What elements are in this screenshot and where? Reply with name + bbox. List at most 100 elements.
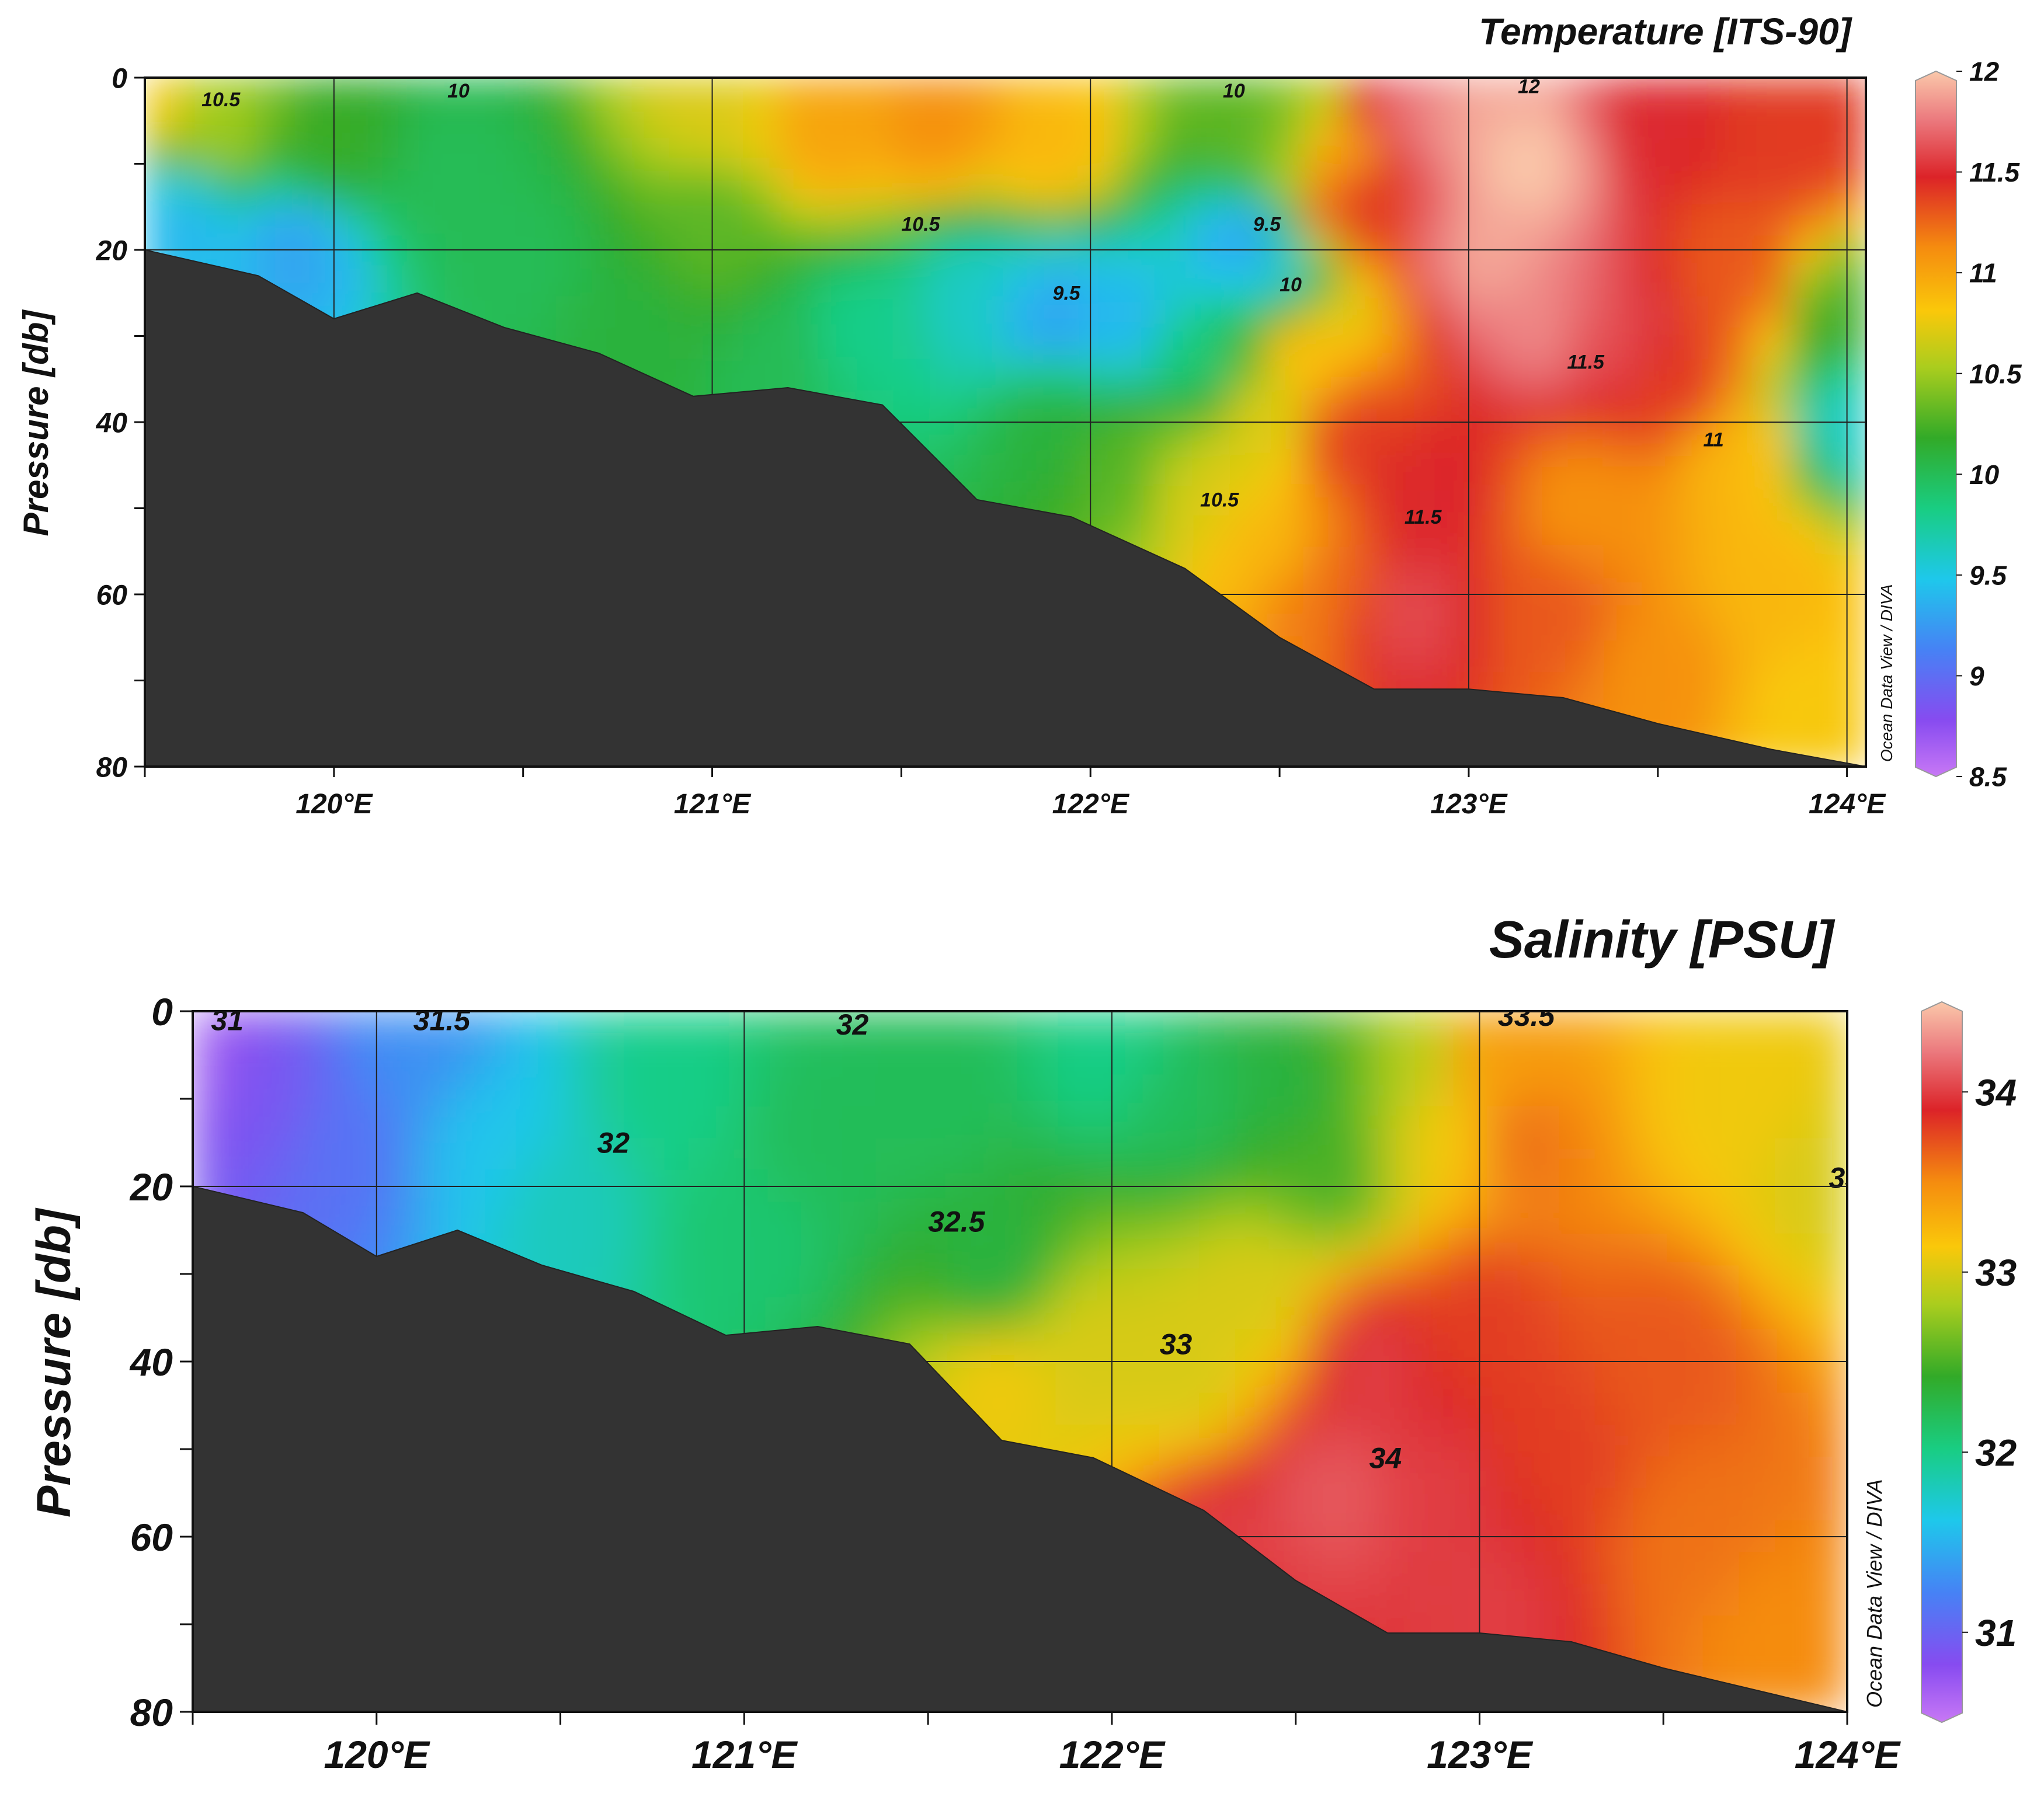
salinity-field-cell [767,1042,805,1076]
salinity-field-cell [983,1138,1021,1171]
temperature-field-cell [1753,703,1792,736]
salinity-field-cell [1810,1361,1847,1394]
temperature-field-cell [1715,672,1754,705]
temperature-field-cell [892,78,931,110]
salinity-y-ticks: 0 20 40 60 80 [129,990,193,1734]
temperature-field-cell [1454,390,1493,423]
salinity-field-cell [1739,1488,1776,1522]
salinity-field-cell [1343,1074,1381,1108]
salinity-field-cell [1271,1233,1309,1267]
salinity-field-cell [1631,1106,1668,1140]
temperature-x-tick-label: 121°E [674,789,752,820]
temperature-field-cell [1491,390,1530,423]
salinity-field-cell [1127,1233,1164,1267]
salinity-field-cell [1127,1329,1164,1362]
temperature-field-cell [1528,296,1567,329]
temperature-field-cell [630,78,669,110]
salinity-field-cell [1199,1138,1237,1171]
salinity-field-cell [1487,1488,1524,1522]
salinity-field-cell [1307,1233,1344,1267]
salinity-field-cell [516,1074,553,1108]
salinity-field-cell [1271,1361,1309,1394]
salinity-field-cell [479,1202,517,1235]
salinity-field-cell [1414,1488,1452,1522]
temperature-field-cell [1229,140,1268,172]
temperature-field-cell [555,78,595,110]
salinity-field-cell [1487,1392,1524,1426]
temperature-field-cell [1079,296,1118,329]
salinity-field-cell [1559,1297,1596,1331]
temperature-field-cell [1341,264,1381,298]
temperature-field-cell [1566,264,1605,298]
temperature-field-cell [1304,264,1343,298]
temperature-field-cell [1640,108,1680,141]
salinity-x-tick-label: 124°E [1795,1733,1902,1776]
temperature-field-cell [1117,108,1156,141]
salinity-field-cell [1271,1042,1309,1076]
salinity-field-cell [1774,1011,1812,1044]
temperature-field-cell [1042,422,1081,454]
temperature-field-cell [1304,390,1343,423]
temperature-field-cell [892,328,931,360]
salinity-field-cell [983,1392,1021,1426]
salinity-field-cell [1702,1042,1740,1076]
salinity-field-cell [1019,1233,1057,1267]
salinity-field-cell [228,1074,266,1108]
salinity-field-cell [1702,1138,1740,1171]
temperature-field-cell [1753,452,1792,486]
salinity-field-cell [1163,1297,1201,1331]
salinity-field-cell [1667,1233,1704,1267]
temperature-field-cell [443,140,482,172]
salinity-field-cell [1451,1265,1489,1298]
temperature-field-cell [1416,328,1455,360]
temperature-field-cell [1117,170,1156,204]
salinity-field-cell [1774,1361,1812,1394]
salinity-field-cell [1810,1329,1847,1362]
salinity-field-cell [1487,1361,1524,1394]
temperature-field-cell [1304,140,1343,172]
salinity-field-cell [408,1042,446,1076]
salinity-field-cell [1739,1361,1776,1394]
temperature-seafloor-shape [144,249,1866,767]
temperature-field-cell [1790,515,1829,548]
salinity-field-cell [1594,1233,1632,1267]
temperature-field-cell [1790,390,1829,423]
salinity-field-cell [1667,1011,1704,1044]
salinity-field-cell [1379,1011,1416,1044]
salinity-field-cell [1810,1425,1847,1458]
salinity-field-cell [1199,1106,1237,1140]
temperature-field-cell [1454,108,1493,141]
salinity-field-cell [1379,1392,1416,1426]
temperature-field-cell [1454,484,1493,517]
temperature-field-cell [892,170,931,204]
temperature-field-cell [1640,78,1680,110]
salinity-field-cell [839,1074,877,1108]
temperature-field-cell [855,328,894,360]
salinity-field-cell [1199,1392,1237,1426]
salinity-field-cell [1379,1042,1416,1076]
salinity-field-cell [336,1202,373,1235]
salinity-field-cell [1091,1297,1129,1331]
temperature-field-cell [1528,609,1567,642]
temperature-field-cell [256,140,296,172]
temperature-field-cell [1640,296,1680,329]
temperature-field-cell [967,140,1006,172]
salinity-field-cell [839,1042,877,1076]
salinity-field-cell [875,1233,913,1267]
salinity-field-cell [1810,1297,1847,1331]
temperature-field-cell [1042,108,1081,141]
salinity-field-cell [1739,1552,1776,1585]
temperature-field-cell [892,296,931,329]
temperature-field-cell [555,264,595,298]
salinity-field-cell [1127,1138,1164,1171]
temperature-field-cell [1416,546,1455,580]
temperature-field-cell [1079,202,1118,235]
temperature-y-tick-label: 60 [96,580,128,611]
salinity-field-cell [371,1074,409,1108]
temperature-field-cell [1266,202,1306,235]
temperature-field-cell [1753,390,1792,423]
temperature-field-cell [1042,358,1081,392]
temperature-colorbar-label: 11.5 [1969,157,2021,187]
temperature-field-cell [1379,422,1418,454]
temperature-field-cell [481,202,520,235]
